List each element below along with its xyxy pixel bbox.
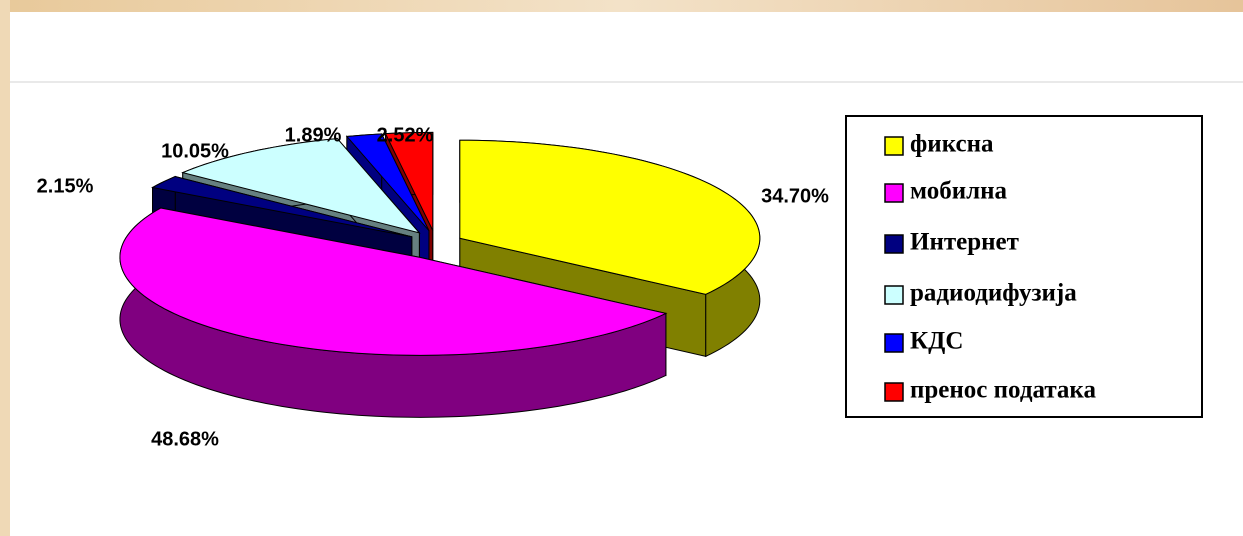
data-label: 48.68%: [151, 428, 219, 450]
data-label: 2.15%: [37, 175, 94, 197]
slice: [119, 207, 668, 356]
legend-label: мобилна: [910, 178, 1008, 205]
legend-swatch: [884, 382, 904, 402]
slice: [345, 133, 430, 232]
frame-left: [0, 0, 10, 536]
legend-label: КДС: [910, 328, 963, 355]
frame-top: [0, 0, 1243, 12]
legend-label: фиксна: [910, 131, 994, 158]
slice: [459, 139, 761, 295]
legend-box: [845, 115, 1203, 418]
data-label: 34.70%: [761, 185, 829, 207]
legend-label: радиодифузија: [910, 280, 1077, 307]
data-label: 2.52%: [377, 124, 434, 146]
slice: [384, 131, 434, 231]
data-label: 1.89%: [285, 124, 342, 146]
legend-swatch: [884, 333, 904, 353]
legend-swatch: [884, 136, 904, 156]
labels: 34.70% 48.68% 2.15% 10.05% 1.89% 2.52%: [37, 124, 829, 450]
legend-label: пренос података: [910, 377, 1096, 404]
legend-swatch: [884, 285, 904, 305]
pie: [119, 131, 761, 418]
legend: фиксна мобилна Интернет радиодифузија КДС пре…: [884, 131, 1096, 404]
legend-label: Интернет: [910, 229, 1019, 256]
slice: [151, 176, 412, 238]
legend-swatch: [884, 183, 904, 203]
slice: [181, 138, 421, 234]
legend-swatch: [884, 234, 904, 254]
data-label: 10.05%: [161, 140, 229, 162]
